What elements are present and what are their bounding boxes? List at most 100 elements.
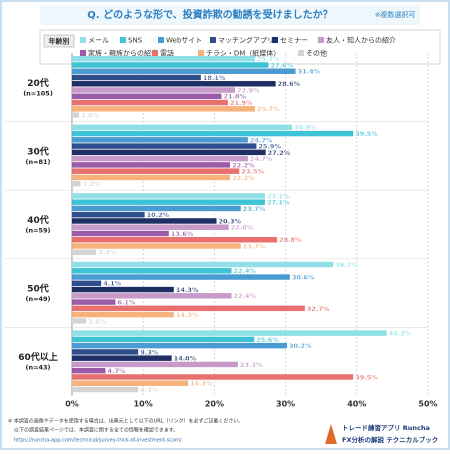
bar	[72, 143, 257, 149]
bar	[72, 380, 189, 386]
value-label: 23.3%	[240, 361, 263, 369]
value-label: 3.4%	[98, 249, 117, 257]
bar	[72, 180, 81, 187]
value-label: 39.5%	[355, 130, 378, 138]
bar	[72, 330, 387, 336]
legend-label: SNS	[128, 37, 143, 45]
bar	[72, 99, 228, 106]
bar	[72, 386, 139, 393]
legend-swatch	[152, 50, 158, 56]
bar	[72, 112, 80, 118]
legend-label: 友人・知人からの紹介	[326, 36, 396, 45]
legend-label: チラシ・DM（紙媒体）	[206, 49, 280, 58]
value-label: 1.2%	[83, 180, 102, 188]
value-label: 22.9%	[237, 86, 260, 94]
category-label: 60代以上	[18, 351, 58, 363]
bar	[72, 124, 293, 131]
legend-label: その他	[306, 49, 327, 58]
value-label: 23.7%	[243, 205, 266, 213]
category-note: (n=43)	[25, 364, 50, 372]
legend-swatch	[120, 37, 126, 43]
bar	[72, 261, 334, 268]
legend-swatch	[318, 37, 324, 43]
footer-note: ※ 本調査の画像やデータを使用する場合は、出典元として以下のURL（リンク）を必…	[8, 418, 244, 425]
value-label: 14.3%	[176, 311, 199, 319]
x-tick-label: 10%	[134, 400, 153, 409]
value-label: 14.3%	[176, 286, 199, 294]
bar	[72, 361, 238, 368]
legend-swatch	[158, 37, 164, 43]
bar	[72, 149, 266, 156]
footer-url[interactable]: https://runcha-app.com/technical/survey-…	[14, 438, 182, 444]
bar	[72, 299, 116, 305]
value-label: 6.1%	[117, 298, 136, 306]
category-label: 30代	[27, 145, 49, 157]
value-label: 30.2%	[289, 342, 312, 350]
value-label: 39.5%	[355, 373, 378, 381]
legend-label: Webサイト	[166, 37, 202, 45]
value-label: 23.5%	[241, 168, 264, 176]
bar	[72, 268, 232, 274]
value-label: 23.7%	[243, 242, 266, 250]
value-label: 28.6%	[278, 80, 301, 88]
value-label: 20.3%	[219, 217, 242, 225]
bar	[72, 230, 169, 237]
bar	[72, 74, 201, 81]
value-label: 27.2%	[268, 149, 291, 157]
bar	[72, 199, 265, 205]
legend-label: 家族・親族からの紹介	[88, 49, 158, 58]
value-label: 25.7%	[257, 105, 280, 113]
value-label: 9.3%	[140, 348, 159, 356]
bar	[72, 81, 276, 87]
value-label: 44.2%	[389, 330, 412, 338]
bar	[72, 193, 265, 199]
x-tick-label: 40%	[347, 400, 366, 409]
bar	[72, 243, 241, 249]
value-label: 9.3%	[140, 386, 159, 394]
chart-subtitle: ※複数選択可	[375, 10, 416, 19]
value-label: 27.1%	[267, 192, 290, 200]
category-label: 50代	[27, 283, 49, 295]
value-label: 13.6%	[171, 230, 194, 238]
bar	[72, 56, 255, 62]
bar	[72, 286, 174, 293]
value-label: 4.7%	[107, 367, 126, 375]
bar	[72, 218, 217, 224]
bar	[72, 237, 278, 243]
value-label: 22.2%	[232, 174, 255, 182]
bar	[72, 349, 139, 355]
bar	[72, 211, 145, 218]
legend-swatch	[80, 37, 86, 43]
x-tick-label: 0%	[65, 400, 79, 409]
category-note: (n=81)	[25, 158, 50, 166]
legend-swatch	[210, 37, 216, 43]
bar	[72, 311, 174, 318]
value-label: 27.6%	[271, 61, 294, 69]
bar	[72, 367, 106, 374]
legend-swatch	[298, 50, 304, 56]
brand: トレード練習アプリ Runcha	[342, 423, 430, 432]
bar	[72, 355, 172, 361]
value-label: 22.2%	[232, 161, 255, 169]
x-tick-label: 20%	[205, 400, 224, 409]
value-label: 27.1%	[267, 199, 290, 207]
legend-label: マッチングアプリ	[218, 36, 274, 45]
footer-note: 以下の調査結果ページでは、本調査に関する全ての情報を確認できます。	[14, 427, 178, 434]
bar	[72, 62, 269, 68]
legend-title-box	[43, 34, 75, 48]
value-label: 24.7%	[250, 136, 273, 144]
value-label: 2.0%	[88, 317, 107, 325]
value-label: 4.1%	[103, 280, 122, 288]
value-label: 22.4%	[233, 292, 256, 300]
bar	[72, 106, 255, 112]
value-label: 31.4%	[298, 68, 321, 76]
value-label: 18.1%	[203, 74, 226, 82]
value-label: 32.7%	[307, 305, 330, 313]
bar	[72, 249, 97, 255]
legend-label: セミナー	[280, 37, 308, 45]
bar	[72, 280, 102, 287]
x-tick-label: 50%	[418, 400, 437, 409]
bar	[72, 162, 231, 168]
